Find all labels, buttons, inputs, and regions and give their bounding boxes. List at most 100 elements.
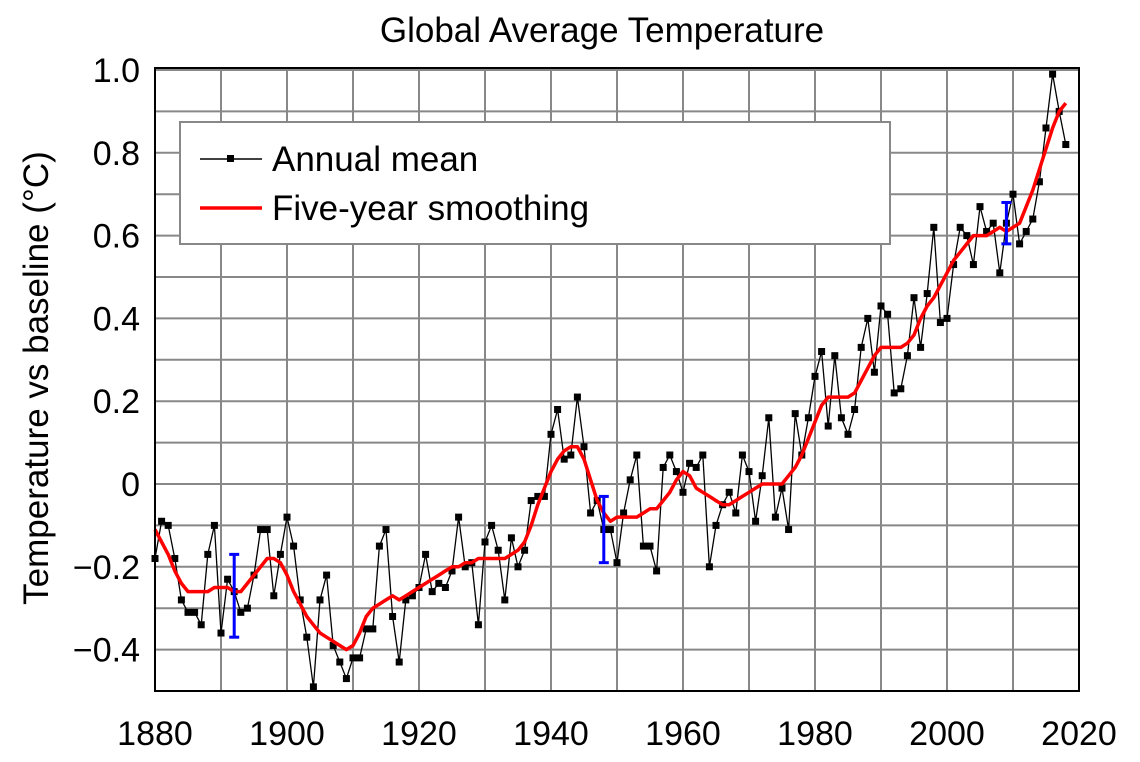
annual-mean-point bbox=[877, 302, 885, 310]
annual-mean-point bbox=[765, 414, 773, 422]
x-axis-ticks: 1880 1900 1920 1940 1960 1980 2000 2020 bbox=[117, 715, 1117, 753]
x-tick-label: 1960 bbox=[645, 715, 721, 753]
annual-mean-point bbox=[349, 654, 357, 662]
annual-mean-point bbox=[448, 567, 456, 575]
annual-mean-point bbox=[930, 223, 938, 231]
annual-mean-point bbox=[910, 294, 918, 302]
annual-mean-point bbox=[243, 604, 251, 612]
annual-mean-point bbox=[521, 546, 529, 554]
annual-mean-point bbox=[375, 542, 383, 550]
annual-mean-point bbox=[507, 534, 515, 542]
annual-mean-point bbox=[969, 261, 977, 269]
annual-mean-point bbox=[237, 608, 245, 616]
annual-mean-point bbox=[956, 223, 964, 231]
annual-mean-point bbox=[679, 488, 687, 496]
annual-mean-point bbox=[666, 451, 674, 459]
series-layer bbox=[151, 70, 1070, 691]
annual-mean-point bbox=[263, 526, 271, 534]
annual-mean-point bbox=[494, 546, 502, 554]
annual-mean-point bbox=[441, 584, 449, 591]
annual-mean-point bbox=[818, 348, 826, 356]
legend-annual-label: Annual mean bbox=[272, 140, 478, 179]
annual-mean-point bbox=[943, 314, 951, 322]
annual-mean-point bbox=[633, 451, 641, 459]
annual-mean-point bbox=[1009, 190, 1017, 198]
annual-mean-point bbox=[342, 675, 350, 683]
annual-mean-point bbox=[382, 526, 390, 534]
annual-mean-point bbox=[217, 629, 225, 637]
annual-mean-point bbox=[831, 352, 839, 360]
annual-mean-point bbox=[620, 509, 628, 517]
x-tick-label: 2000 bbox=[909, 715, 985, 753]
annual-mean-point bbox=[309, 683, 317, 691]
legend: Annual mean Five-year smoothing bbox=[179, 121, 891, 245]
annual-mean-point bbox=[408, 592, 416, 600]
annual-mean-point bbox=[1062, 141, 1070, 149]
annual-mean-point bbox=[488, 521, 496, 529]
annual-mean-point bbox=[336, 658, 344, 666]
five-year-smoothing-line bbox=[153, 102, 1068, 652]
y-tick-label: 0.2 bbox=[93, 383, 140, 421]
annual-mean-point bbox=[184, 608, 192, 616]
annual-mean-point bbox=[1049, 70, 1057, 78]
annual-mean-point bbox=[587, 509, 595, 517]
x-tick-label: 1920 bbox=[381, 715, 457, 753]
annual-mean-point bbox=[1042, 124, 1050, 132]
annual-mean-point bbox=[771, 513, 779, 521]
annual-mean-point bbox=[303, 633, 311, 641]
annual-mean-point bbox=[758, 472, 766, 480]
legend-annual-marker bbox=[227, 155, 234, 162]
annual-mean-point bbox=[356, 654, 364, 662]
annual-mean-point bbox=[171, 555, 179, 563]
annual-mean-point bbox=[224, 575, 232, 583]
annual-mean-point bbox=[481, 538, 489, 546]
annual-mean-point bbox=[983, 227, 991, 235]
annual-mean-point bbox=[824, 422, 832, 430]
annual-mean-point bbox=[639, 542, 647, 550]
annual-mean-point bbox=[976, 203, 984, 211]
annual-mean-point bbox=[1035, 178, 1043, 186]
annual-mean-point bbox=[692, 463, 700, 471]
annual-mean-point bbox=[547, 430, 555, 438]
annual-mean-point bbox=[778, 484, 786, 492]
annual-mean-point bbox=[864, 314, 872, 322]
annual-mean-point bbox=[844, 430, 852, 438]
annual-mean-point bbox=[461, 563, 469, 571]
y-tick-label: 0.4 bbox=[93, 300, 140, 338]
annual-mean-point bbox=[428, 588, 436, 596]
annual-mean-point bbox=[177, 596, 185, 604]
annual-mean-point bbox=[963, 232, 971, 240]
y-tick-label: 0.6 bbox=[93, 218, 140, 256]
annual-mean-point bbox=[857, 343, 865, 351]
annual-mean-point bbox=[923, 290, 931, 298]
annual-mean-point bbox=[870, 368, 878, 376]
annual-mean-point bbox=[257, 526, 265, 534]
y-tick-label: 0 bbox=[121, 466, 140, 504]
annual-mean-point bbox=[204, 550, 212, 558]
annual-mean-point bbox=[606, 526, 614, 534]
annual-mean-point bbox=[296, 596, 304, 604]
annual-mean-point bbox=[989, 219, 997, 227]
annual-mean-point bbox=[851, 405, 859, 413]
annual-mean-point bbox=[514, 563, 522, 571]
annual-mean-point bbox=[560, 455, 568, 463]
annual-mean-point bbox=[653, 567, 661, 575]
annual-mean-point bbox=[732, 509, 740, 517]
y-axis-label: Temperature vs baseline (°C) bbox=[17, 151, 56, 605]
y-tick-label: 1.0 bbox=[93, 52, 140, 90]
x-tick-label: 1940 bbox=[513, 715, 589, 753]
annual-mean-point bbox=[738, 451, 746, 459]
annual-mean-point bbox=[646, 542, 654, 550]
annual-mean-point bbox=[811, 372, 819, 380]
annual-mean-point bbox=[197, 621, 205, 629]
annual-mean-point bbox=[950, 261, 958, 269]
annual-mean-point bbox=[316, 596, 324, 604]
annual-mean-point bbox=[804, 414, 812, 422]
error-bars bbox=[229, 200, 1012, 639]
annual-mean-point bbox=[527, 497, 535, 505]
legend-box bbox=[179, 121, 891, 245]
annual-mean-point bbox=[1022, 227, 1030, 235]
annual-mean-point bbox=[884, 310, 892, 318]
annual-mean-point bbox=[686, 459, 694, 467]
